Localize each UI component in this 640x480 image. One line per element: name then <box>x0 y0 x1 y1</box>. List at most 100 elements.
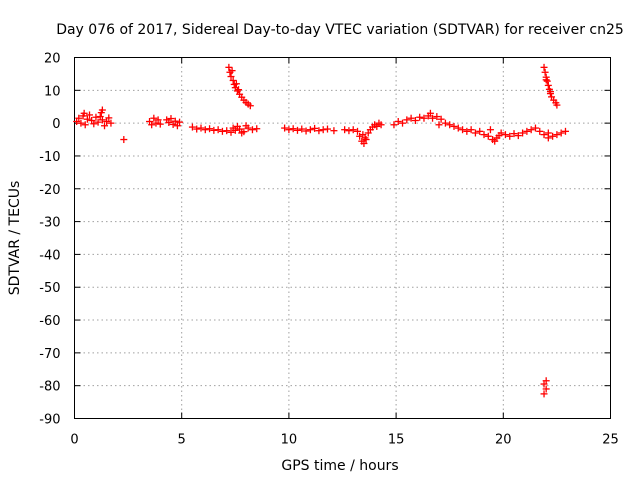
data-point <box>98 116 106 124</box>
data-point <box>476 127 484 135</box>
data-point <box>553 101 561 109</box>
data-point <box>156 120 164 128</box>
x-tick-label: 10 <box>281 433 298 448</box>
data-point <box>210 126 218 134</box>
y-tick-label: -30 <box>39 216 60 231</box>
data-point <box>542 76 550 84</box>
data-point <box>86 111 94 119</box>
data-point <box>514 132 522 140</box>
y-tick-label: -70 <box>39 347 60 362</box>
data-point <box>553 131 561 139</box>
data-point <box>246 102 254 110</box>
data-point <box>323 125 331 133</box>
data-point <box>390 121 398 129</box>
data-point <box>459 126 467 134</box>
data-point <box>330 127 338 135</box>
data-point <box>218 127 226 135</box>
data-point <box>315 127 323 135</box>
x-tick-labels: 0 5 10 15 20 25 <box>70 433 618 448</box>
data-point <box>531 124 539 132</box>
data-points <box>73 63 569 398</box>
x-tick-label: 5 <box>178 433 186 448</box>
data-point <box>176 118 184 126</box>
data-point <box>546 88 554 96</box>
y-tick-label: -10 <box>39 150 60 165</box>
x-tick-label: 25 <box>602 433 619 448</box>
data-point <box>101 122 109 130</box>
data-point <box>83 115 91 123</box>
data-point <box>544 81 552 89</box>
data-point <box>197 124 205 132</box>
data-point <box>103 117 111 125</box>
data-point <box>540 63 548 71</box>
y-tick-labels: 20 10 0 -10 -20 -30 -40 -50 -60 -70 -80 -90 <box>39 52 60 428</box>
x-tick-label: 15 <box>388 433 405 448</box>
data-point <box>454 124 462 132</box>
data-point <box>450 122 458 130</box>
data-point <box>165 118 173 126</box>
data-point <box>523 127 531 135</box>
data-point <box>223 127 231 135</box>
axis-ticks <box>74 57 611 419</box>
data-point <box>227 128 235 136</box>
data-point <box>501 131 509 139</box>
grid <box>74 57 611 419</box>
data-point <box>429 114 437 122</box>
data-point <box>229 124 237 132</box>
y-tick-label: 20 <box>44 52 61 67</box>
plot-frame <box>74 57 611 419</box>
data-point <box>238 129 246 137</box>
data-point <box>407 114 415 122</box>
data-point <box>399 119 407 127</box>
data-point <box>426 109 434 117</box>
data-point <box>349 126 357 134</box>
data-point <box>557 129 565 137</box>
y-tick-label: -90 <box>39 413 60 428</box>
data-point <box>480 131 488 139</box>
data-point <box>541 68 549 76</box>
data-point <box>120 136 128 144</box>
data-point <box>441 119 449 127</box>
data-point <box>105 114 113 122</box>
x-axis-label: GPS time / hours <box>281 458 398 474</box>
data-point <box>377 121 385 129</box>
data-point <box>420 114 428 122</box>
data-point <box>171 117 179 125</box>
data-point <box>362 136 370 144</box>
data-point <box>154 116 162 124</box>
data-point <box>173 122 181 130</box>
data-point <box>540 380 548 388</box>
data-point <box>446 121 454 129</box>
data-point <box>206 125 214 133</box>
data-point <box>491 137 499 145</box>
x-tick-label: 20 <box>495 433 512 448</box>
data-point <box>411 117 419 125</box>
data-point <box>229 76 237 84</box>
data-point <box>94 118 102 126</box>
data-point <box>225 63 233 71</box>
data-point <box>510 130 518 138</box>
x-tick-label: 0 <box>70 433 78 448</box>
data-point <box>561 127 569 135</box>
data-point <box>253 125 261 133</box>
data-point <box>519 129 527 137</box>
data-point <box>437 115 445 123</box>
y-tick-label: -80 <box>39 380 60 395</box>
data-point <box>354 127 362 135</box>
data-point <box>107 119 115 127</box>
data-point <box>148 121 156 129</box>
data-point <box>540 390 548 398</box>
data-point <box>285 126 293 134</box>
data-point <box>92 113 100 121</box>
data-point <box>542 385 550 393</box>
data-point <box>527 126 535 134</box>
data-point <box>289 125 297 133</box>
data-point <box>248 126 256 134</box>
data-point <box>80 109 88 117</box>
data-point <box>394 117 402 125</box>
y-tick-label: -40 <box>39 248 60 263</box>
data-point <box>471 129 479 137</box>
data-point <box>463 127 471 135</box>
data-point <box>281 124 289 132</box>
